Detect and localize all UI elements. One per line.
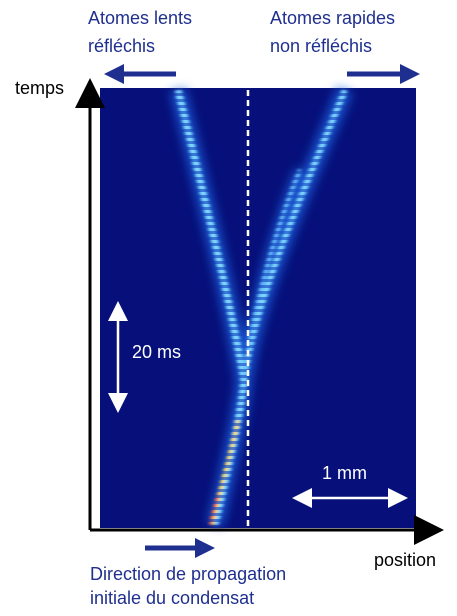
fast-label: Atomes rapides xyxy=(270,8,395,28)
time-axis-label: temps xyxy=(15,78,64,98)
position-axis-label: position xyxy=(374,550,436,570)
slow-label: réfléchis xyxy=(88,36,155,56)
direction-label: Direction de propagation xyxy=(90,564,286,584)
time-scale-label: 20 ms xyxy=(132,342,181,362)
direction-label: initiale du condensat xyxy=(90,588,254,608)
fast-label: non réfléchis xyxy=(270,36,372,56)
atom-fringes xyxy=(174,88,348,526)
length-scale-label: 1 mm xyxy=(322,463,367,483)
slow-label: Atomes lents xyxy=(88,8,192,28)
